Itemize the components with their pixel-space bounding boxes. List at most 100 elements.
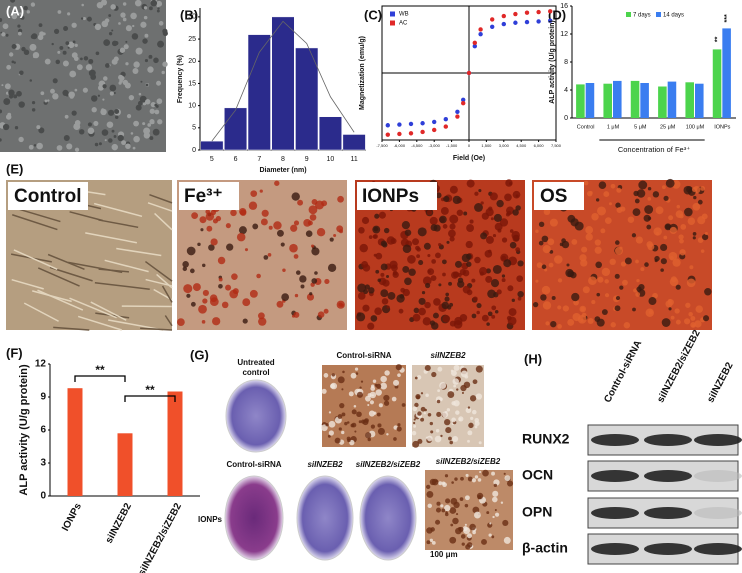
texture bbox=[426, 527, 433, 534]
texture bbox=[635, 259, 639, 264]
bar bbox=[603, 83, 612, 118]
culture-plate bbox=[296, 475, 354, 561]
texture bbox=[627, 216, 635, 223]
texture bbox=[491, 535, 495, 539]
texture bbox=[311, 247, 320, 256]
x-tick-label: 8 bbox=[281, 156, 285, 163]
point bbox=[408, 121, 414, 127]
texture bbox=[182, 266, 188, 272]
row-label: OCN bbox=[522, 467, 553, 483]
texture bbox=[442, 315, 451, 323]
texture bbox=[435, 507, 441, 513]
point bbox=[513, 11, 518, 17]
texture bbox=[316, 228, 326, 237]
texture bbox=[154, 109, 160, 115]
texture bbox=[540, 294, 547, 301]
texture bbox=[380, 240, 387, 247]
texture bbox=[660, 258, 667, 265]
texture bbox=[545, 321, 550, 326]
texture bbox=[571, 239, 578, 245]
band bbox=[644, 470, 692, 482]
fit-curve bbox=[211, 20, 355, 142]
texture bbox=[380, 272, 385, 277]
image-label: Control-siRNA bbox=[336, 351, 391, 360]
texture bbox=[391, 396, 397, 402]
y-axis-label: ALP activity (U/g protein) bbox=[549, 20, 556, 104]
texture bbox=[4, 83, 11, 90]
texture bbox=[437, 366, 443, 372]
texture bbox=[94, 282, 150, 290]
texture bbox=[601, 309, 608, 316]
texture bbox=[454, 260, 462, 268]
texture bbox=[186, 293, 191, 298]
texture bbox=[401, 220, 411, 230]
texture bbox=[64, 114, 69, 119]
texture bbox=[83, 56, 89, 61]
texture bbox=[646, 224, 652, 230]
texture bbox=[453, 384, 457, 388]
texture bbox=[177, 318, 185, 326]
texture bbox=[86, 16, 92, 22]
texture bbox=[557, 324, 562, 329]
x-tick-label: 0 bbox=[468, 143, 471, 148]
texture bbox=[608, 202, 612, 206]
label-box bbox=[8, 182, 88, 210]
x-axis-label: Field (Oe) bbox=[453, 155, 485, 162]
texture bbox=[661, 318, 671, 327]
texture bbox=[368, 410, 375, 417]
point bbox=[478, 31, 483, 37]
texture bbox=[162, 28, 168, 34]
texture bbox=[587, 317, 594, 324]
texture bbox=[308, 205, 318, 215]
texture bbox=[291, 192, 300, 201]
texture bbox=[190, 301, 196, 307]
texture bbox=[359, 386, 362, 389]
y-tick-label: 16 bbox=[560, 3, 568, 10]
point bbox=[490, 24, 495, 29]
bar bbox=[722, 28, 731, 118]
texture bbox=[465, 473, 469, 477]
texture bbox=[183, 284, 193, 294]
texture bbox=[453, 501, 460, 509]
texture bbox=[456, 388, 459, 391]
texture bbox=[144, 260, 173, 282]
texture bbox=[474, 511, 481, 519]
point bbox=[408, 131, 414, 136]
texture bbox=[367, 403, 370, 407]
texture bbox=[274, 180, 280, 186]
texture bbox=[704, 231, 708, 236]
texture bbox=[538, 240, 544, 246]
texture bbox=[474, 203, 483, 212]
point bbox=[385, 123, 390, 128]
texture bbox=[567, 318, 575, 326]
texture bbox=[643, 214, 651, 222]
texture bbox=[98, 142, 102, 146]
texture bbox=[675, 284, 681, 290]
texture bbox=[619, 285, 624, 290]
texture bbox=[200, 228, 204, 232]
texture bbox=[327, 434, 331, 438]
texture bbox=[661, 185, 666, 190]
texture bbox=[492, 515, 495, 519]
panel-label: (C) bbox=[364, 7, 382, 22]
point bbox=[455, 114, 460, 119]
texture bbox=[38, 127, 45, 134]
texture bbox=[478, 189, 482, 193]
texture bbox=[654, 255, 660, 262]
texture bbox=[221, 301, 229, 309]
texture bbox=[416, 375, 422, 380]
bar bbox=[695, 83, 704, 118]
texture bbox=[386, 433, 389, 436]
texture bbox=[422, 317, 431, 326]
texture bbox=[107, 109, 115, 116]
texture bbox=[323, 373, 329, 378]
texture bbox=[648, 297, 657, 306]
texture bbox=[432, 312, 439, 319]
bar bbox=[342, 134, 366, 151]
bar bbox=[685, 82, 694, 118]
texture bbox=[438, 283, 442, 287]
texture bbox=[363, 289, 369, 295]
texture bbox=[490, 217, 494, 221]
texture bbox=[380, 375, 387, 383]
texture bbox=[87, 127, 95, 135]
